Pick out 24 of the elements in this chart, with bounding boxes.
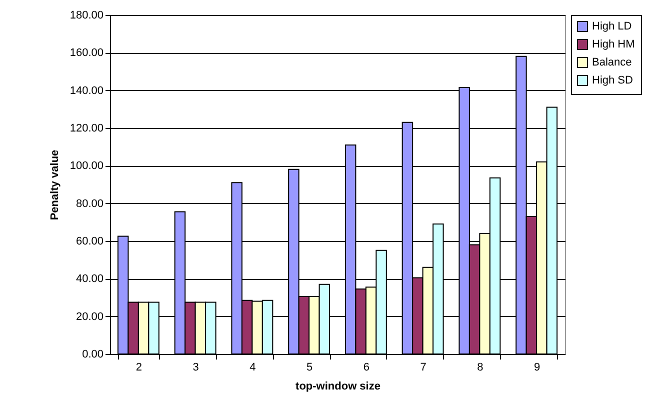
x-tick-label: 4 bbox=[250, 362, 256, 374]
y-tick-label: 20.00 bbox=[76, 310, 104, 323]
x-tick-label: 2 bbox=[136, 362, 142, 374]
legend-label: High HM bbox=[592, 38, 635, 50]
y-tick-label: 120.00 bbox=[70, 122, 104, 134]
y-axis-title: Penalty value bbox=[48, 150, 61, 220]
x-tick-label: 6 bbox=[363, 362, 370, 374]
legend-label: High SD bbox=[592, 74, 634, 86]
x-axis-title: top-window size bbox=[296, 380, 380, 392]
y-tick-label: 180.00 bbox=[70, 10, 104, 22]
legend-label: High LD bbox=[592, 20, 632, 32]
y-tick-label: 160.00 bbox=[70, 47, 104, 60]
y-tick-label: 0.00 bbox=[82, 348, 104, 360]
x-tick-label: 7 bbox=[420, 362, 426, 374]
x-tick-label: 5 bbox=[306, 362, 313, 374]
y-tick-label: 40.00 bbox=[76, 273, 104, 286]
y-tick-label: 100.00 bbox=[70, 160, 104, 172]
x-tick-label: 9 bbox=[534, 362, 540, 374]
y-tick-label: 80.00 bbox=[76, 198, 104, 210]
y-tick-label: 60.00 bbox=[76, 236, 104, 248]
y-tick-label: 140.00 bbox=[70, 84, 104, 97]
legend-label: Balance bbox=[592, 56, 632, 68]
x-tick-label: 8 bbox=[477, 362, 484, 374]
x-tick-label: 3 bbox=[192, 362, 199, 374]
